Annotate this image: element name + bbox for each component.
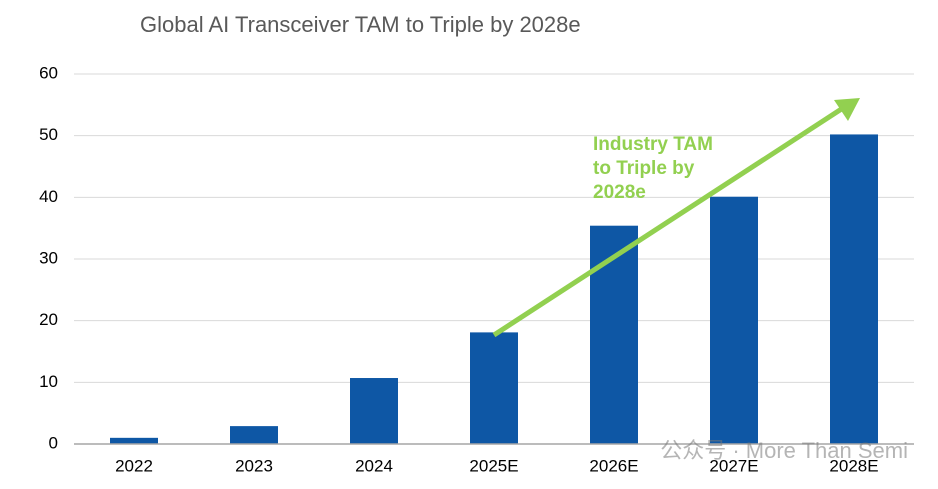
x-tick-label: 2024 bbox=[355, 456, 393, 475]
bar bbox=[710, 196, 758, 444]
bar bbox=[350, 378, 398, 444]
x-tick-label: 2026E bbox=[589, 456, 638, 475]
annotation: Industry TAM bbox=[593, 134, 713, 155]
bar bbox=[470, 332, 518, 444]
bar bbox=[110, 437, 158, 444]
y-tick-label: 30 bbox=[39, 248, 58, 267]
bar bbox=[230, 426, 278, 444]
x-tick-label: 2028E bbox=[829, 456, 878, 475]
bar bbox=[590, 225, 638, 444]
y-tick-label: 20 bbox=[39, 310, 58, 329]
annotation: 2028e bbox=[593, 182, 646, 203]
watermark: 公众号 · More Than Semi bbox=[660, 438, 908, 463]
y-tick-label: 60 bbox=[39, 63, 58, 82]
chart-title: Global AI Transceiver TAM to Triple by 2… bbox=[140, 12, 581, 37]
x-tick-label: 2023 bbox=[235, 456, 273, 475]
bar bbox=[830, 134, 878, 444]
y-tick-label: 40 bbox=[39, 187, 58, 206]
trend-arrowhead bbox=[834, 98, 860, 121]
y-tick-label: 0 bbox=[49, 433, 58, 452]
y-tick-label: 10 bbox=[39, 372, 58, 391]
annotation: to Triple by bbox=[593, 158, 695, 179]
x-tick-label: 2022 bbox=[115, 456, 153, 475]
x-tick-label: 2025E bbox=[469, 456, 518, 475]
trend-arrow bbox=[492, 105, 845, 338]
y-tick-label: 50 bbox=[39, 125, 58, 144]
x-tick-label: 2027E bbox=[709, 456, 758, 475]
